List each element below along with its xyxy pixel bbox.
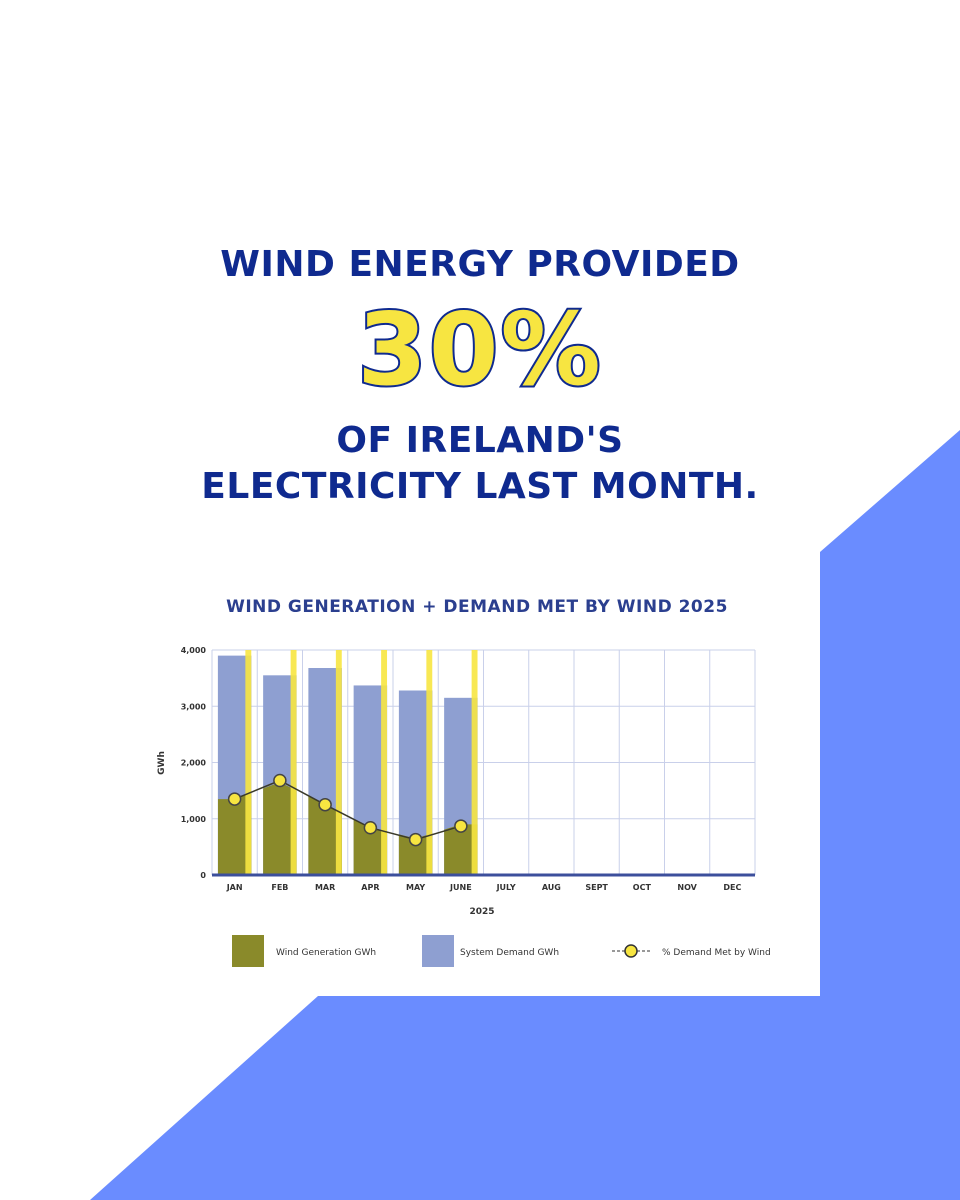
percent-marker xyxy=(273,773,287,788)
percent-marker xyxy=(227,792,242,806)
wind-highlight xyxy=(381,650,388,875)
wind-highlight xyxy=(471,650,478,875)
chart-axes: 4,000 3,000 2,000 1,000 0 JAN FEB MAR APR MAY JUNE… xyxy=(181,646,755,892)
x-tick-label: APR xyxy=(361,883,379,892)
x-tick-label: MAR xyxy=(315,883,335,892)
x-tick-label: DEC xyxy=(723,883,741,892)
wind-highlight xyxy=(290,650,297,875)
x-tick-label: MAY xyxy=(406,883,425,892)
legend-label-percent: % Demand Met by Wind xyxy=(662,948,771,958)
x-tick-label: NOV xyxy=(677,883,697,892)
wind-highlight xyxy=(335,650,342,875)
x-tick-label: JUNE xyxy=(449,883,472,892)
y-tick-label: 4,000 xyxy=(181,646,207,655)
percent-marker xyxy=(408,832,423,847)
legend-label-demand: System Demand GWh xyxy=(460,948,559,958)
legend-swatch-demand xyxy=(422,935,454,967)
legend-marker-percent xyxy=(624,944,638,958)
y-tick-label: 0 xyxy=(200,871,206,880)
y-tick-label: 1,000 xyxy=(181,815,207,824)
y-tick-label: 2,000 xyxy=(181,759,207,768)
x-tick-label: SEPT xyxy=(585,883,608,892)
x-tick-label: JAN xyxy=(226,883,243,892)
chart-grid xyxy=(211,649,756,875)
y-tick-label: 3,000 xyxy=(181,702,207,711)
chart-legend: Wind Generation GWh System Demand GWh % … xyxy=(232,935,771,967)
y-axis-label: GWh xyxy=(157,751,167,775)
percent-line xyxy=(227,773,468,847)
x-tick-label: OCT xyxy=(633,883,652,892)
x-tick-label: JULY xyxy=(496,883,516,892)
headline-line-2: OF IRELAND'S xyxy=(336,420,624,461)
headline-line-3: ELECTRICITY LAST MONTH. xyxy=(201,466,759,507)
percent-marker xyxy=(363,821,378,835)
percent-marker xyxy=(318,797,332,812)
chart-title: WIND GENERATION + DEMAND MET BY WIND 202… xyxy=(226,597,728,617)
x-tick-label: FEB xyxy=(271,883,288,892)
headline-percent: 30% xyxy=(355,291,603,408)
percent-marker xyxy=(454,819,468,833)
wind-highlight xyxy=(426,650,433,875)
x-tick-label: AUG xyxy=(542,883,561,892)
legend-label-wind: Wind Generation GWh xyxy=(276,948,376,958)
legend-swatch-wind xyxy=(232,935,264,967)
wind-highlight xyxy=(245,650,252,875)
x-axis-label: 2025 xyxy=(469,907,494,917)
wind-chart: WIND GENERATION + DEMAND MET BY WIND 202… xyxy=(157,597,771,967)
percent-line-path xyxy=(234,779,462,841)
headline-line-1: WIND ENERGY PROVIDED xyxy=(220,244,740,285)
